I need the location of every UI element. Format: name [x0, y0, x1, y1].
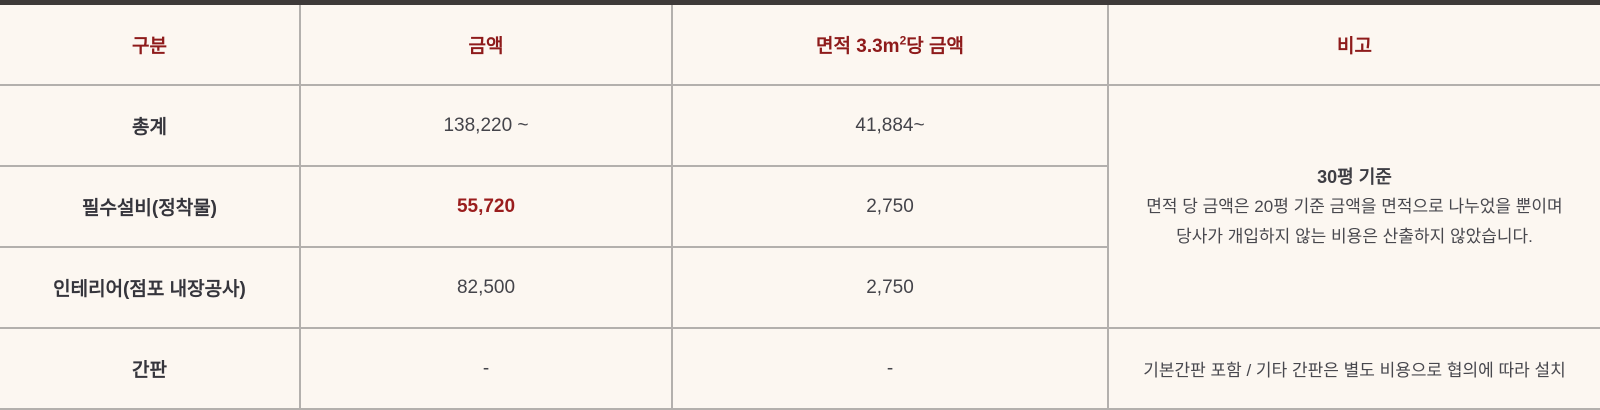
cell-per-area-sign: -	[671, 327, 1109, 410]
cell-category-interior: 인테리어(점포 내장공사)	[0, 246, 301, 329]
merged-note-title: 30평 기준	[1317, 166, 1392, 187]
header-cell-amount: 금액	[299, 1, 673, 86]
cell-per-area-essential-equipment: 2,750	[671, 165, 1109, 248]
header-cell-remarks: 비고	[1107, 1, 1600, 86]
pricing-table-header: 구분 금액 면적 3.3m2당 금액 비고	[0, 1, 1600, 86]
cell-amount-sign: -	[299, 327, 673, 410]
cell-per-area-total: 41,884~	[671, 84, 1109, 167]
table-row-total: 총계 138,220 ~ 41,884~ 30평 기준 면적 당 금액은 20평…	[0, 84, 1600, 329]
merged-note-line3: 당사가 개입하지 않는 비용은 산출하지 않았습니다.	[1176, 226, 1533, 246]
per-area-label-suffix: 당 금액	[906, 36, 964, 57]
cell-category-essential-equipment: 필수설비(정착물)	[0, 165, 301, 248]
cell-category-total: 총계	[0, 84, 301, 167]
cell-amount-total: 138,220 ~	[299, 84, 673, 167]
header-row: 구분 금액 면적 3.3m2당 금액 비고	[0, 1, 1600, 86]
cell-remarks-merged-note: 30평 기준 면적 당 금액은 20평 기준 금액을 면적으로 나누었을 뿐이며…	[1107, 84, 1600, 329]
header-cell-per-area: 면적 3.3m2당 금액	[671, 1, 1109, 86]
cell-per-area-interior: 2,750	[671, 246, 1109, 329]
cell-category-sign: 간판	[0, 327, 301, 410]
table-row-essential-equipment: 필수설비(정착물) 55,720 2,750	[0, 165, 1600, 248]
cell-amount-essential-equipment: 55,720	[299, 165, 673, 248]
table-row-interior: 인테리어(점포 내장공사) 82,500 2,750	[0, 246, 1600, 329]
header-cell-category: 구분	[0, 1, 301, 86]
pricing-table-body: 총계 138,220 ~ 41,884~ 30평 기준 면적 당 금액은 20평…	[0, 84, 1600, 410]
per-area-label-superscript: 2	[899, 33, 907, 48]
table-row-sign: 간판 - - 기본간판 포함 / 기타 간판은 별도 비용으로 협의에 따라 설…	[0, 327, 1600, 410]
merged-note-line2: 면적 당 금액은 20평 기준 금액을 면적으로 나누었을 뿐이며	[1146, 196, 1563, 216]
cell-remarks-sign-note: 기본간판 포함 / 기타 간판은 별도 비용으로 협의에 따라 설치	[1107, 327, 1600, 410]
per-area-label-prefix: 면적 3.3m	[816, 36, 900, 57]
cell-amount-interior: 82,500	[299, 246, 673, 329]
